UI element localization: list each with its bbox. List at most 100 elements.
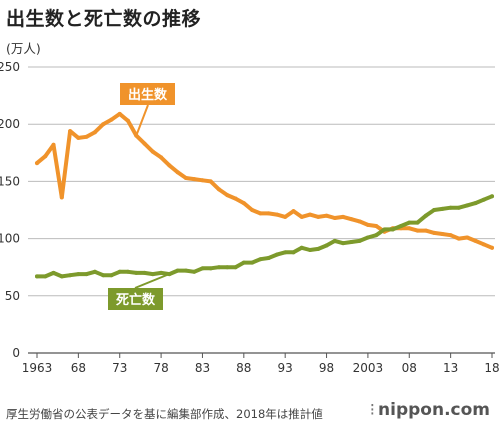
- source-note: 厚生労働省の公表データを基に編集部作成、2018年は推計値: [6, 407, 323, 421]
- x-tick-label: 08: [402, 361, 417, 375]
- data-point: [258, 257, 263, 262]
- data-point: [35, 274, 39, 279]
- callout-box: [108, 288, 163, 310]
- y-tick-label: 100: [0, 232, 20, 246]
- data-point: [59, 274, 64, 279]
- data-point: [51, 142, 56, 147]
- data-point: [117, 111, 122, 116]
- data-point: [274, 252, 279, 257]
- data-point: [481, 242, 486, 247]
- data-point: [126, 118, 130, 123]
- data-point: [440, 206, 445, 211]
- data-point: [456, 236, 461, 241]
- data-point: [200, 266, 205, 271]
- data-point: [142, 141, 147, 146]
- data-point: [316, 214, 321, 219]
- data-point: [266, 256, 271, 261]
- data-point: [448, 233, 453, 238]
- data-point: [308, 212, 312, 217]
- data-point: [92, 269, 97, 274]
- data-point: [192, 269, 197, 274]
- data-point: [109, 117, 114, 122]
- series-line-births: [35, 111, 494, 250]
- data-point: [217, 187, 221, 192]
- data-point: [473, 238, 478, 243]
- data-point: [399, 224, 403, 229]
- data-point: [365, 222, 370, 227]
- data-point: [241, 260, 246, 265]
- x-tick-label: 1963: [22, 361, 53, 375]
- x-tick-label: 88: [236, 361, 251, 375]
- data-point: [465, 203, 470, 208]
- data-point: [266, 211, 271, 216]
- data-point: [432, 230, 437, 235]
- series-label-deaths: 死亡数: [116, 292, 156, 308]
- data-point: [68, 129, 73, 134]
- y-tick-label: 200: [0, 117, 20, 131]
- y-tick-label: 50: [5, 289, 20, 303]
- data-point: [134, 270, 139, 275]
- x-tick-label: 2003: [353, 361, 384, 375]
- data-point: [225, 265, 230, 270]
- data-point: [200, 178, 205, 183]
- data-point: [43, 154, 48, 159]
- data-point: [250, 208, 255, 212]
- data-point: [481, 197, 486, 202]
- data-point: [92, 130, 97, 135]
- data-point: [59, 195, 64, 200]
- data-point: [250, 260, 255, 265]
- data-point: [465, 235, 470, 240]
- data-point: [415, 220, 420, 225]
- data-point: [233, 196, 238, 201]
- data-point: [183, 268, 188, 273]
- data-point: [283, 214, 288, 219]
- data-point: [407, 226, 412, 231]
- data-point: [175, 170, 180, 175]
- data-point: [349, 217, 354, 222]
- data-point: [258, 211, 263, 216]
- data-point: [332, 238, 337, 243]
- data-point: [490, 245, 494, 250]
- data-point: [390, 227, 395, 232]
- data-point: [316, 246, 321, 251]
- data-point: [76, 135, 81, 140]
- x-tick-label: 83: [195, 361, 210, 375]
- brand-dots-icon: ⁝: [369, 400, 376, 420]
- data-point: [440, 232, 445, 237]
- data-point: [432, 208, 437, 212]
- data-point: [324, 213, 329, 218]
- data-point: [241, 201, 246, 206]
- data-point: [208, 266, 213, 271]
- callout-leader: [135, 104, 149, 136]
- data-point: [233, 265, 238, 270]
- data-point: [159, 270, 164, 275]
- x-tick-label: 93: [278, 361, 293, 375]
- data-point: [357, 219, 362, 224]
- data-point: [51, 270, 56, 275]
- data-point: [415, 228, 420, 233]
- data-point: [126, 269, 130, 274]
- data-point: [217, 265, 221, 270]
- data-point: [159, 155, 164, 160]
- brand-logo: ⁝ nippon.com: [370, 400, 490, 420]
- data-point: [299, 214, 304, 219]
- x-tick-label: 73: [112, 361, 127, 375]
- data-point: [490, 194, 494, 199]
- data-point: [283, 250, 288, 255]
- data-point: [324, 243, 329, 248]
- x-tick-label: 68: [71, 361, 86, 375]
- y-tick-label: 0: [12, 346, 20, 360]
- data-point: [150, 272, 155, 277]
- data-point: [117, 269, 122, 274]
- data-point: [332, 216, 337, 221]
- data-point: [374, 224, 379, 229]
- data-point: [374, 233, 379, 238]
- data-point: [150, 149, 155, 154]
- data-point: [84, 134, 89, 139]
- data-point: [448, 205, 453, 210]
- data-point: [274, 212, 279, 217]
- data-point: [407, 220, 412, 225]
- x-tick-label: 18: [484, 361, 499, 375]
- data-point: [101, 273, 106, 278]
